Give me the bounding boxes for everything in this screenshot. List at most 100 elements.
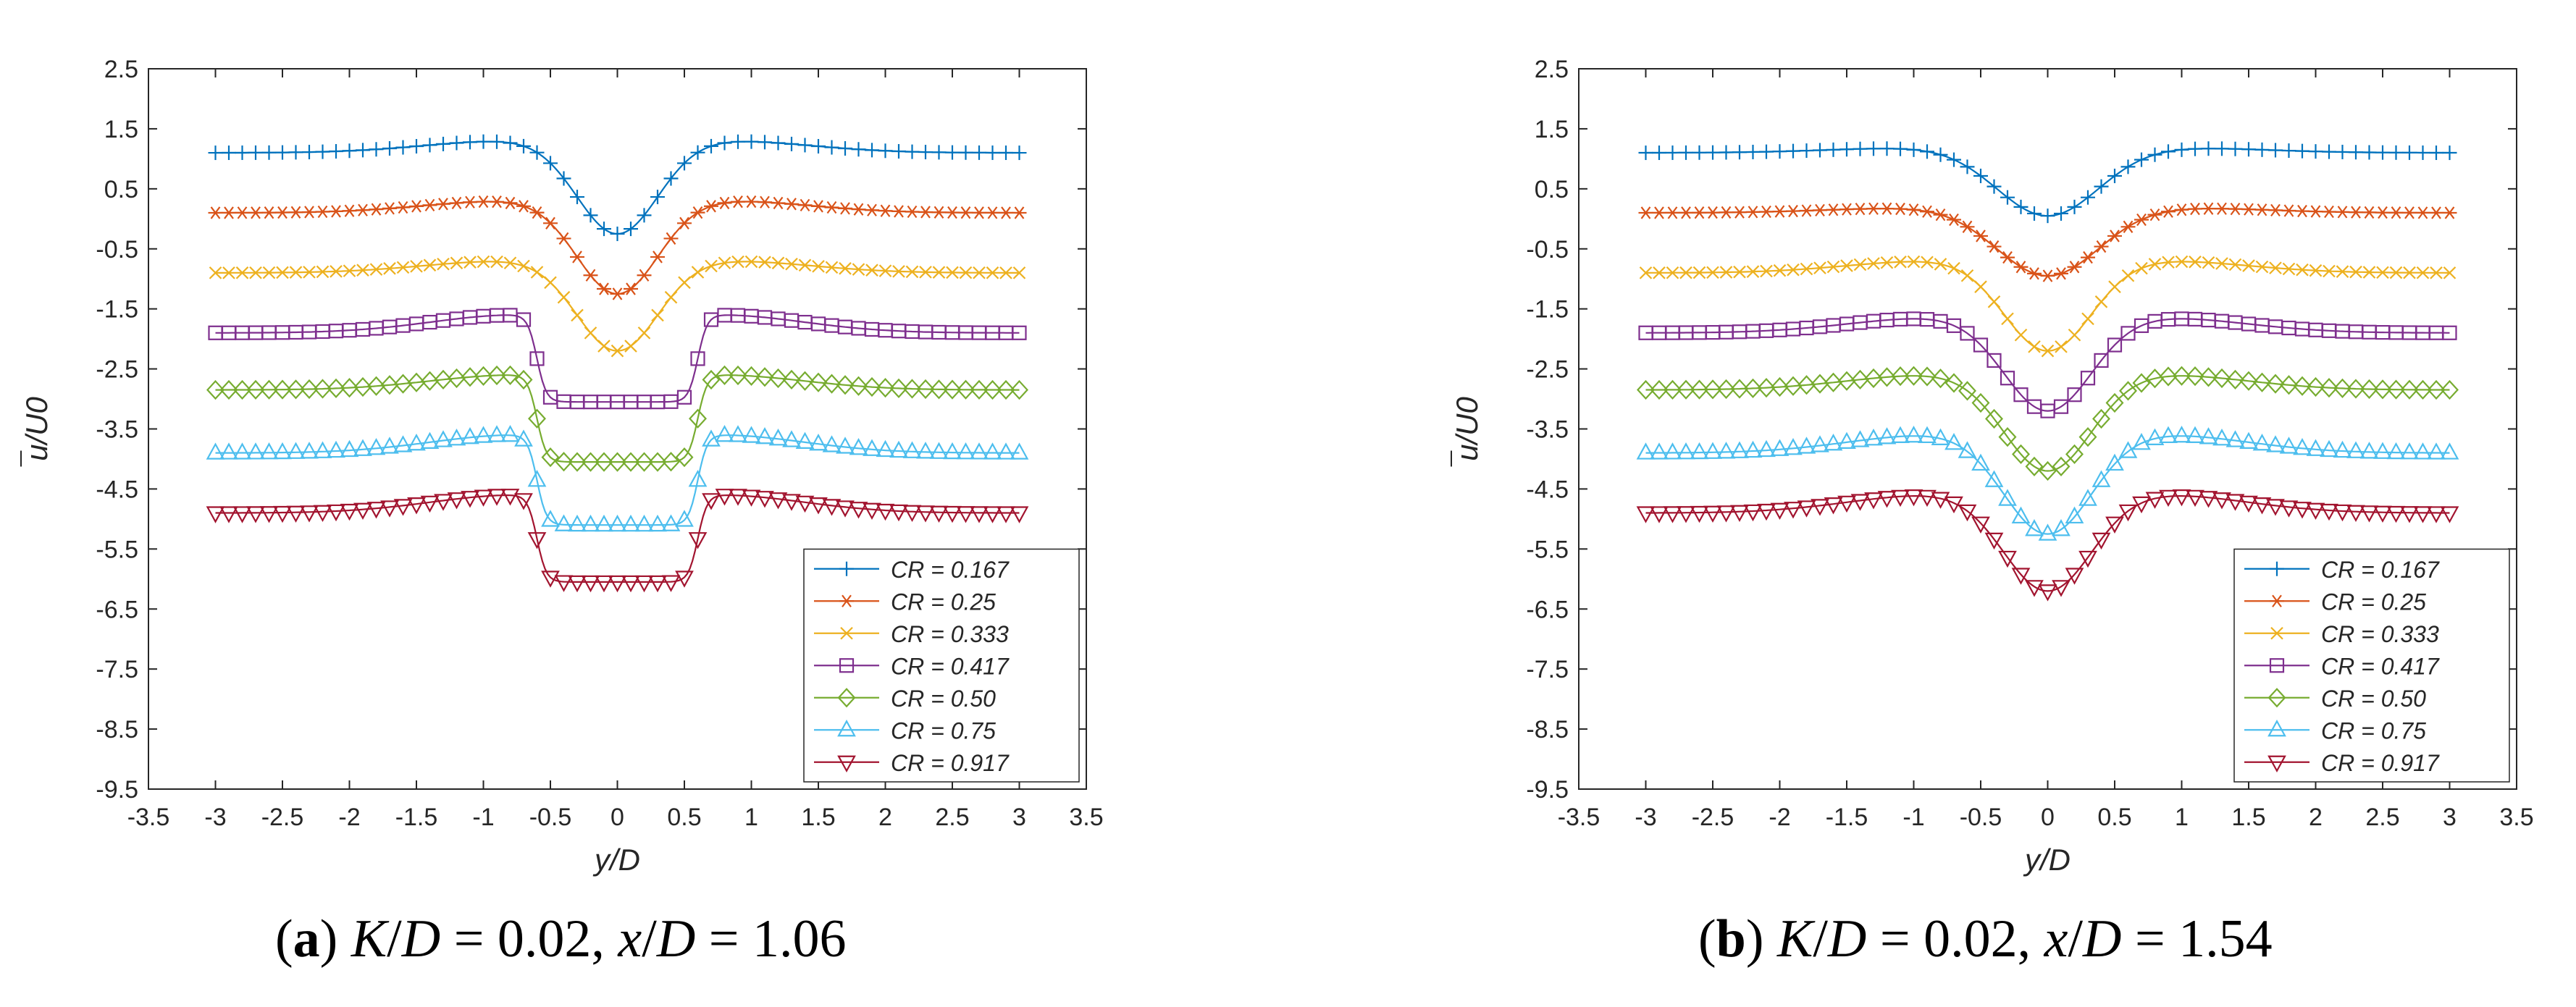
data-point bbox=[663, 232, 679, 245]
data-point bbox=[2119, 381, 2137, 401]
data-point bbox=[1744, 378, 1762, 399]
data-point bbox=[823, 374, 841, 394]
data-point bbox=[2386, 505, 2406, 523]
data-point bbox=[1772, 144, 1787, 159]
data-point bbox=[380, 437, 399, 454]
data-point bbox=[1703, 442, 1722, 459]
x-tick-label: -2.5 bbox=[261, 804, 304, 831]
data-point bbox=[878, 143, 893, 159]
data-point bbox=[838, 202, 852, 215]
data-point bbox=[1743, 504, 1763, 522]
data-point bbox=[436, 198, 450, 211]
data-point bbox=[461, 427, 479, 444]
data-point bbox=[342, 204, 357, 217]
x-tick-label: 2.5 bbox=[935, 804, 969, 831]
x-tick-label: 1 bbox=[744, 804, 758, 831]
data-point bbox=[1706, 206, 1720, 219]
legend-marker bbox=[2270, 626, 2283, 640]
series-cr-0.333 bbox=[1639, 255, 2457, 358]
data-point bbox=[581, 514, 600, 532]
data-point bbox=[2078, 550, 2097, 568]
data-point bbox=[1650, 506, 1669, 523]
data-point bbox=[2362, 266, 2376, 279]
data-point bbox=[2295, 143, 2309, 159]
data-point bbox=[313, 505, 332, 523]
y-tick-label: -9.5 bbox=[96, 776, 138, 804]
data-point bbox=[1851, 369, 1869, 389]
data-point bbox=[648, 452, 667, 472]
y-tick-label: 0.5 bbox=[104, 176, 138, 203]
data-point bbox=[1984, 470, 2004, 487]
legend: CR = 0.167 CR = 0.25 CR = 0.333 CR = 0.417 C… bbox=[2233, 548, 2510, 783]
data-point bbox=[219, 379, 238, 400]
data-point bbox=[2025, 580, 2044, 597]
data-point bbox=[2254, 142, 2270, 157]
y-tick-label: 0.5 bbox=[1535, 176, 1569, 203]
data-point bbox=[675, 510, 694, 527]
legend-label: CR = 0.333 bbox=[891, 621, 1009, 647]
data-point bbox=[2013, 199, 2029, 214]
data-point bbox=[1973, 229, 1988, 243]
data-point bbox=[463, 195, 477, 208]
data-point bbox=[797, 198, 813, 212]
data-point bbox=[2280, 375, 2298, 395]
data-point bbox=[380, 375, 399, 395]
data-point bbox=[353, 502, 372, 521]
data-point bbox=[1799, 143, 1814, 159]
data-point bbox=[2306, 439, 2325, 456]
series-cr-0.917 bbox=[206, 489, 1029, 593]
x-tick-label: -3 bbox=[204, 804, 226, 831]
data-point bbox=[356, 203, 370, 216]
data-point bbox=[1717, 379, 1735, 400]
data-point bbox=[1931, 492, 1950, 509]
data-point bbox=[1837, 495, 1856, 513]
data-point bbox=[1880, 256, 1894, 269]
data-point bbox=[702, 369, 721, 390]
series-line bbox=[215, 434, 1020, 526]
data-point bbox=[1933, 147, 1948, 162]
data-point bbox=[273, 442, 292, 460]
y-tick-label: -5.5 bbox=[1526, 536, 1569, 563]
x-tick-label: -1 bbox=[1902, 804, 1924, 831]
data-point bbox=[2333, 504, 2352, 522]
data-point bbox=[463, 135, 477, 150]
legend-entry-cr-0.333: CR = 0.333 bbox=[2244, 621, 2439, 647]
data-point bbox=[2134, 152, 2149, 167]
data-point bbox=[222, 146, 236, 161]
data-point bbox=[209, 266, 222, 279]
data-point bbox=[661, 514, 681, 531]
data-point bbox=[2440, 506, 2459, 523]
data-point bbox=[755, 491, 774, 508]
data-point bbox=[929, 505, 949, 523]
legend-entry-cr-0.167: CR = 0.167 bbox=[2244, 557, 2440, 583]
data-point bbox=[1837, 371, 1856, 391]
data-point bbox=[863, 439, 881, 456]
data-point bbox=[2186, 426, 2204, 443]
data-point bbox=[2107, 229, 2122, 243]
data-point bbox=[744, 195, 759, 208]
data-point bbox=[2215, 202, 2229, 215]
data-point bbox=[621, 575, 640, 593]
data-point bbox=[973, 266, 986, 279]
data-point bbox=[782, 494, 801, 511]
data-point bbox=[1719, 266, 1733, 279]
data-point bbox=[637, 326, 651, 340]
data-point bbox=[1719, 206, 1734, 219]
data-point bbox=[1010, 506, 1029, 523]
data-point bbox=[851, 203, 866, 216]
data-point bbox=[246, 442, 265, 460]
data-point bbox=[2081, 190, 2095, 205]
data-point bbox=[742, 489, 761, 507]
data-point bbox=[1757, 503, 1776, 521]
data-point bbox=[811, 200, 826, 213]
data-point bbox=[690, 206, 705, 219]
data-point bbox=[300, 379, 319, 400]
data-point bbox=[2266, 374, 2285, 394]
data-point bbox=[490, 134, 504, 149]
chart-panel-a: -3.5 -3 -2.5 -2 -1.5 -1 -0.5 0 0.5 1 1.5 2 2.5 3 3.5 2.… bbox=[20, 56, 1104, 877]
data-point bbox=[1784, 438, 1803, 455]
data-point bbox=[2282, 262, 2296, 276]
data-point bbox=[474, 489, 493, 507]
data-point bbox=[2254, 203, 2270, 216]
data-point bbox=[1730, 379, 1749, 399]
